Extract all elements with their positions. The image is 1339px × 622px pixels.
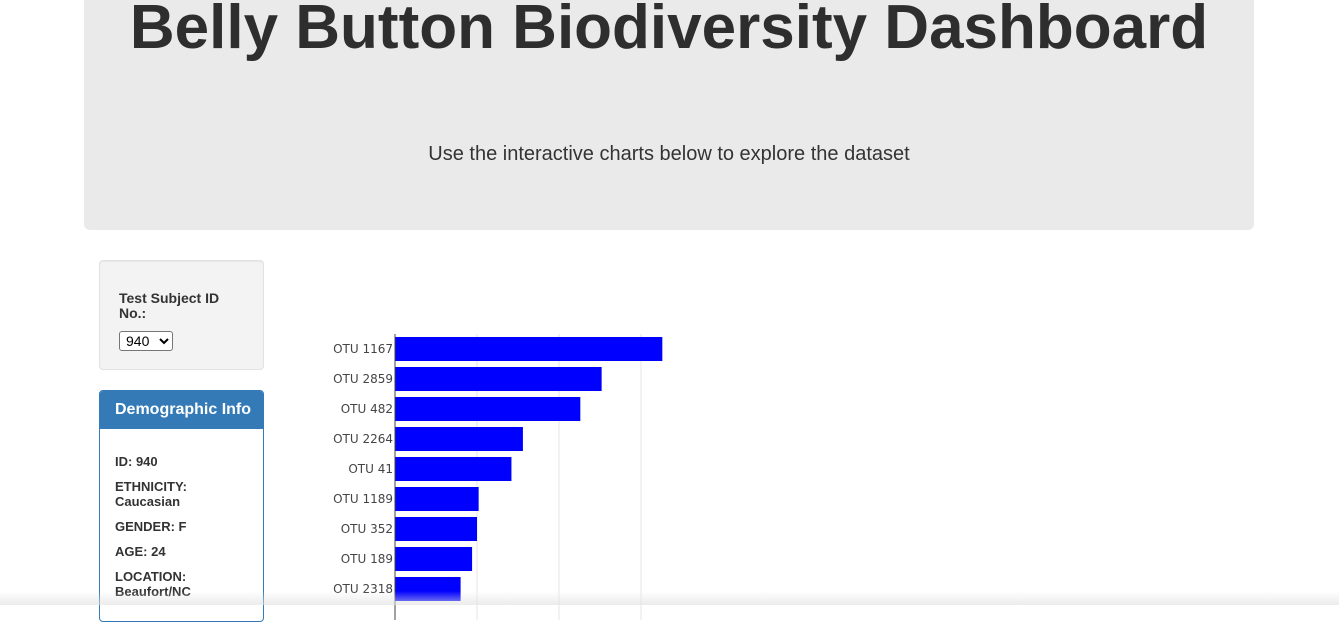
subject-id-select[interactable]: 940 [119,331,173,351]
category-tick-label: OTU 352 [341,522,393,536]
bar-otu-482[interactable] [395,397,580,421]
subject-id-label: Test Subject ID No.: [119,291,239,321]
demographic-location: LOCATION: Beaufort/NC [115,569,248,599]
category-tick-label: OTU 41 [348,462,393,476]
category-tick-label: OTU 2264 [333,432,393,446]
demographic-panel-heading: Demographic Info [100,391,263,429]
category-tick-label: OTU 482 [341,402,393,416]
subject-selector-well: Test Subject ID No.: 940 [99,260,264,370]
page-subtitle: Use the interactive charts below to expl… [84,141,1254,167]
category-tick-label: OTU 1189 [333,492,393,506]
bar-otu-2318[interactable] [395,577,461,601]
demographic-info-body: ID: 940 ETHNICITY: Caucasian GENDER: F A… [100,429,263,599]
category-tick-label: OTU 1167 [333,342,393,356]
bar-otu-1167[interactable] [395,337,662,361]
top-otu-bar-chart: OTU 1167 OTU 2859 OTU 482 OTU 2264 OTU 41 OTU… [300,320,720,620]
demographic-age: AGE: 24 [115,544,248,559]
bar-otu-2264[interactable] [395,427,523,451]
category-tick-label: OTU 2318 [333,582,393,596]
demographic-gender: GENDER: F [115,519,248,534]
bar-otu-41[interactable] [395,457,511,481]
bar-otu-352[interactable] [395,517,477,541]
category-tick-label: OTU 189 [341,552,393,566]
bar-otu-189[interactable] [395,547,472,571]
demographic-panel: Demographic Info ID: 940 ETHNICITY: Cauc… [99,390,264,622]
category-tick-label: OTU 2859 [333,372,393,386]
header-jumbotron: Belly Button Biodiversity Dashboard Use … [84,0,1254,230]
bar-otu-2859[interactable] [395,367,602,391]
bar-otu-1189[interactable] [395,487,479,511]
demographic-ethnicity: ETHNICITY: Caucasian [115,479,248,509]
page-title: Belly Button Biodiversity Dashboard [84,0,1254,62]
demographic-id: ID: 940 [115,454,248,469]
